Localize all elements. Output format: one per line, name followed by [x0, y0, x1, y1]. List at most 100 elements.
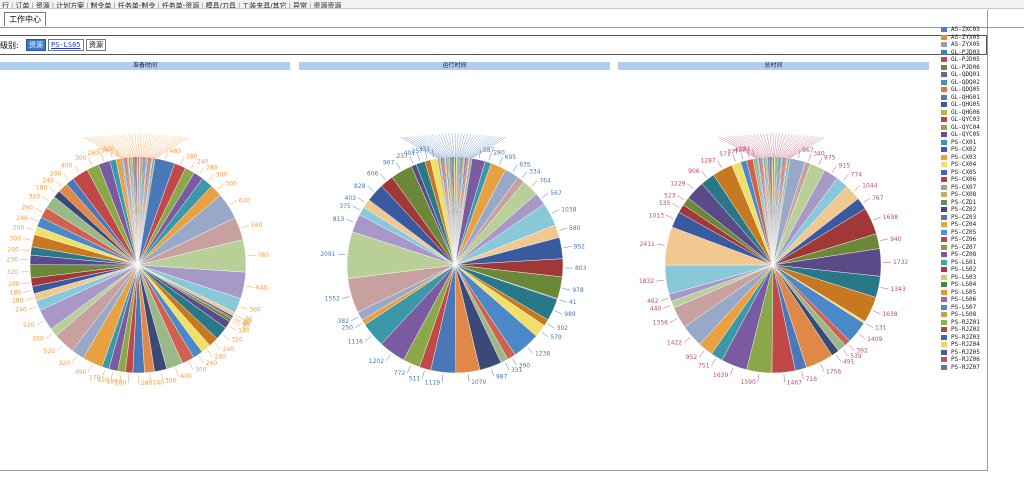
- legend-item[interactable]: PS-CX01: [941, 139, 1021, 147]
- legend-item[interactable]: PS-RJZ07: [941, 364, 1021, 372]
- slice-label: 240: [214, 354, 226, 361]
- legend-item[interactable]: GL-QDQ02: [941, 79, 1021, 87]
- legend-item[interactable]: PS-CX06: [941, 176, 1021, 184]
- legend-item[interactable]: PS-CZ03: [941, 214, 1021, 222]
- legend-item[interactable]: GL-PJD06: [941, 64, 1021, 72]
- menu-item-5[interactable]: 任务单-制令: [117, 2, 156, 9]
- label-leader: [551, 209, 560, 214]
- legend-item[interactable]: PS-CZ02: [941, 206, 1021, 214]
- label-leader: [786, 136, 815, 159]
- legend-item[interactable]: PS-CX08: [941, 191, 1021, 199]
- legend-item[interactable]: PS-LS03: [941, 274, 1021, 282]
- tab-work-center[interactable]: 工作中心: [4, 12, 46, 26]
- legend-swatch: [941, 274, 947, 280]
- legend-item[interactable]: PS-RJZ06: [941, 356, 1021, 364]
- label-leader: [775, 133, 780, 158]
- legend-item[interactable]: GL-QDQ05: [941, 86, 1021, 94]
- panel-right-border: [987, 10, 988, 470]
- legend-item[interactable]: PS-CX02: [941, 146, 1021, 154]
- legend-item[interactable]: PS-RJZ02: [941, 326, 1021, 334]
- slice-label: 695: [505, 154, 517, 161]
- label-leader: [144, 134, 158, 158]
- menu-item-0[interactable]: 行: [2, 2, 9, 9]
- label-leader: [740, 135, 764, 158]
- slice-label: 716: [806, 376, 818, 383]
- legend-item[interactable]: GL-PJD03: [941, 49, 1021, 57]
- level-button-ps-ls05[interactable]: PS-LS05: [48, 39, 84, 51]
- menu-bar: 行 | 订单 | 资源 | 计划方案 | 制令单 | 任务单-制令 | 任务单-资源 | 模具/刀具 | 工装夹…: [0, 0, 1024, 9]
- legend-item[interactable]: PS-RJZ04: [941, 341, 1021, 349]
- slice-label: 640: [256, 284, 268, 291]
- legend-item[interactable]: PS-CZ04: [941, 221, 1021, 229]
- legend-item[interactable]: PS-LS08: [941, 311, 1021, 319]
- label-leader: [435, 134, 450, 158]
- legend-item[interactable]: GL-QHG06: [941, 109, 1021, 117]
- legend-item[interactable]: PS-LS01: [941, 259, 1021, 267]
- legend-item[interactable]: GL-QYC05: [941, 131, 1021, 139]
- label-leader: [416, 153, 421, 161]
- legend-item[interactable]: PS-CX04: [941, 161, 1021, 169]
- legend-item[interactable]: PS-RJZ05: [941, 349, 1021, 357]
- label-leader: [789, 136, 825, 159]
- label-leader: [149, 374, 151, 383]
- menu-item-1[interactable]: 订单: [15, 2, 30, 9]
- menu-item-4[interactable]: 制令单: [90, 2, 112, 9]
- legend-label: PS-RJZ05: [951, 348, 980, 356]
- legend-item[interactable]: PS-LS02: [941, 266, 1021, 274]
- legend-item[interactable]: GL-QHG01: [941, 94, 1021, 102]
- legend-swatch: [941, 267, 947, 273]
- legend-item[interactable]: GL-QHG05: [941, 101, 1021, 109]
- menu-item-3[interactable]: 计划方案: [56, 2, 85, 9]
- legend-item[interactable]: GL-PJD05: [941, 56, 1021, 64]
- pie-slice-small[interactable]: [454, 158, 473, 266]
- pie-slice-small[interactable]: [137, 158, 156, 266]
- legend-item[interactable]: PS-CZ07: [941, 244, 1021, 252]
- legend-item[interactable]: AS-ZXC03: [941, 26, 1021, 34]
- slice-label: 635: [519, 162, 531, 169]
- legend-item[interactable]: PS-CZ08: [941, 251, 1021, 259]
- legend-item[interactable]: PS-CX03: [941, 154, 1021, 162]
- label-leader: [88, 157, 93, 166]
- label-leader: [491, 368, 495, 377]
- level-button-resource-2[interactable]: 资源: [86, 39, 106, 51]
- label-leader: [235, 314, 244, 320]
- label-leader: [832, 165, 837, 173]
- legend-item[interactable]: PS-LS04: [941, 281, 1021, 289]
- legend-item[interactable]: PS-CZD1: [941, 199, 1021, 207]
- legend-swatch: [941, 49, 947, 55]
- legend-item[interactable]: PS-LS05: [941, 289, 1021, 297]
- menu-item-6[interactable]: 任务单-资源: [161, 2, 200, 9]
- slice-label: 230: [7, 256, 19, 263]
- legend-item[interactable]: GL-QYC04: [941, 124, 1021, 132]
- level-button-resource[interactable]: 资源: [26, 39, 46, 51]
- label-leader: [56, 344, 63, 351]
- pie-slice-small[interactable]: [772, 158, 791, 266]
- legend-item[interactable]: PS-CZ05: [941, 229, 1021, 237]
- legend-item[interactable]: PS-LS06: [941, 296, 1021, 304]
- legend-item[interactable]: GL-QYC03: [941, 116, 1021, 124]
- legend-item[interactable]: PS-RJZ03: [941, 334, 1021, 342]
- label-leader: [153, 136, 187, 159]
- menu-item-9[interactable]: 异常: [293, 2, 308, 9]
- legend-item[interactable]: PS-CX07: [941, 184, 1021, 192]
- menu-item-7[interactable]: 模具/刀具: [205, 2, 236, 9]
- menu-item-10[interactable]: 资源资源: [313, 2, 342, 9]
- legend-item[interactable]: PS-CX05: [941, 169, 1021, 177]
- menu-item-8[interactable]: 工装夹具/其它: [242, 2, 287, 9]
- legend-item[interactable]: AS-ZYX05: [941, 34, 1021, 42]
- legend-swatch: [941, 229, 947, 235]
- legend-item[interactable]: AS-ZYX05: [941, 41, 1021, 49]
- label-leader: [141, 133, 148, 158]
- slice-label: 200: [8, 281, 20, 288]
- legend-item[interactable]: PS-CZ06: [941, 236, 1021, 244]
- slice-label: 987: [496, 373, 508, 380]
- menu-item-2[interactable]: 资源: [35, 2, 50, 9]
- legend-item[interactable]: PS-RJZ01: [941, 319, 1021, 327]
- legend-label: PS-RJZ01: [951, 318, 980, 326]
- label-leader: [718, 137, 757, 159]
- legend-item[interactable]: PS-LS07: [941, 304, 1021, 312]
- legend-item[interactable]: GL-QDQ01: [941, 71, 1021, 79]
- label-leader: [750, 134, 767, 158]
- label-leader: [350, 316, 359, 322]
